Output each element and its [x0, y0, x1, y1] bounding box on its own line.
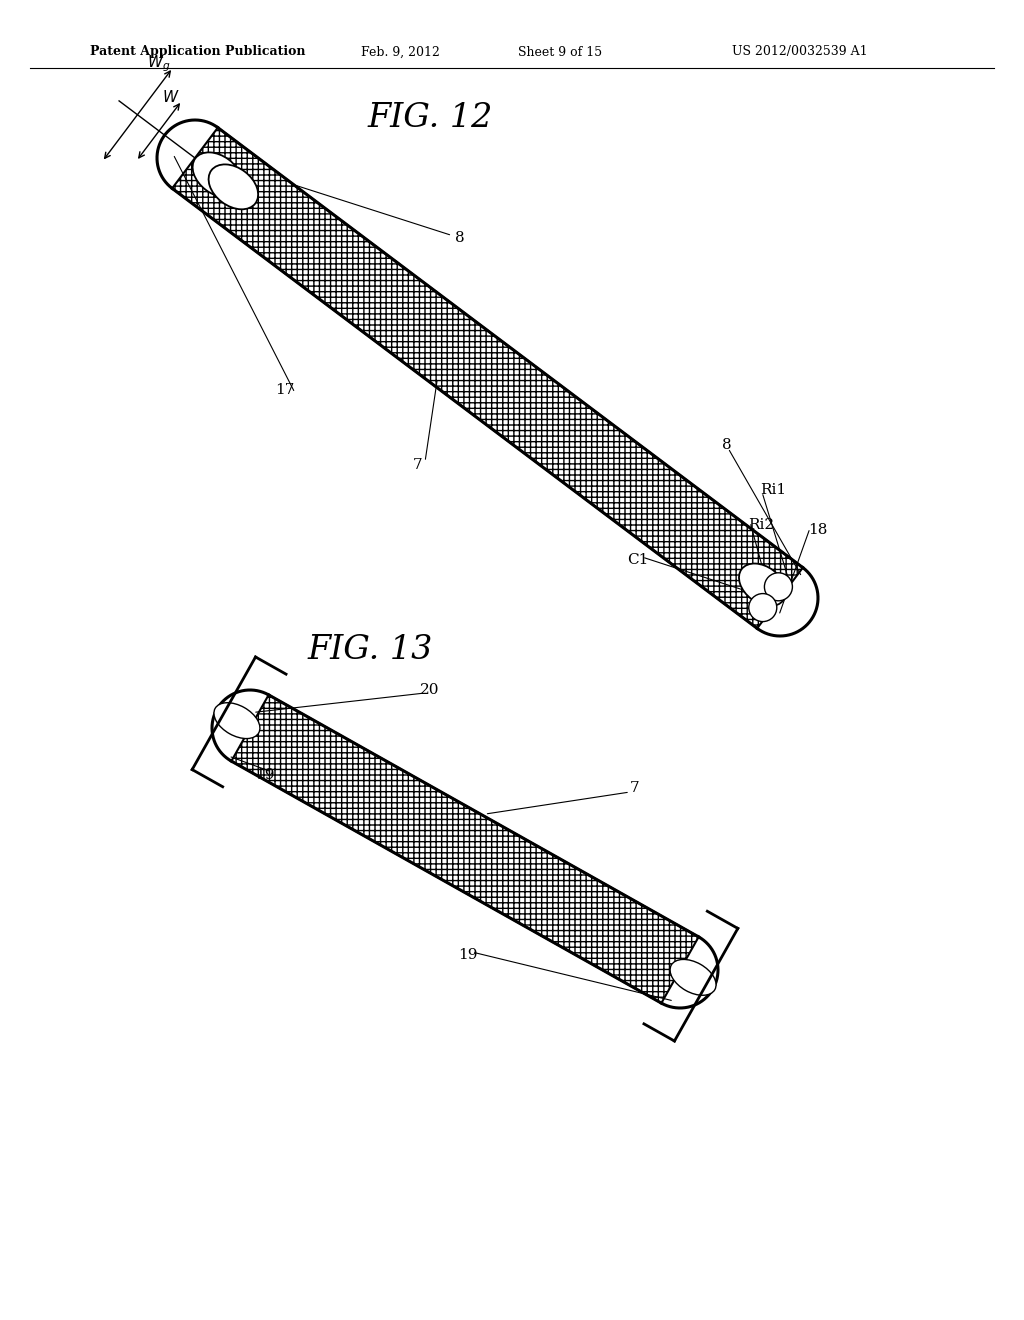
Text: $W_g$: $W_g$ — [146, 53, 170, 74]
Ellipse shape — [739, 564, 785, 606]
Text: Ri2: Ri2 — [748, 517, 774, 532]
Ellipse shape — [214, 702, 260, 739]
Text: 7: 7 — [630, 781, 640, 795]
Text: Ri1: Ri1 — [760, 483, 786, 498]
Text: $W$: $W$ — [162, 90, 179, 106]
Text: 17: 17 — [275, 383, 295, 397]
Ellipse shape — [209, 165, 258, 210]
Text: FIG. 13: FIG. 13 — [307, 634, 433, 667]
Circle shape — [764, 573, 793, 601]
Text: 7: 7 — [414, 458, 423, 473]
Ellipse shape — [193, 152, 242, 197]
Polygon shape — [172, 128, 803, 628]
Polygon shape — [231, 694, 698, 1003]
Text: Feb. 9, 2012: Feb. 9, 2012 — [360, 45, 439, 58]
Text: 8: 8 — [722, 438, 731, 451]
Text: 19: 19 — [255, 768, 274, 781]
Text: 19: 19 — [459, 948, 478, 962]
Text: US 2012/0032539 A1: US 2012/0032539 A1 — [732, 45, 867, 58]
Text: Sheet 9 of 15: Sheet 9 of 15 — [518, 45, 602, 58]
Text: 20: 20 — [420, 682, 439, 697]
Text: Patent Application Publication: Patent Application Publication — [90, 45, 305, 58]
Ellipse shape — [670, 960, 716, 995]
Text: C1: C1 — [628, 553, 648, 568]
Circle shape — [749, 594, 777, 622]
Text: 8: 8 — [296, 186, 465, 246]
Text: FIG. 12: FIG. 12 — [368, 102, 493, 135]
Text: 18: 18 — [808, 523, 827, 537]
